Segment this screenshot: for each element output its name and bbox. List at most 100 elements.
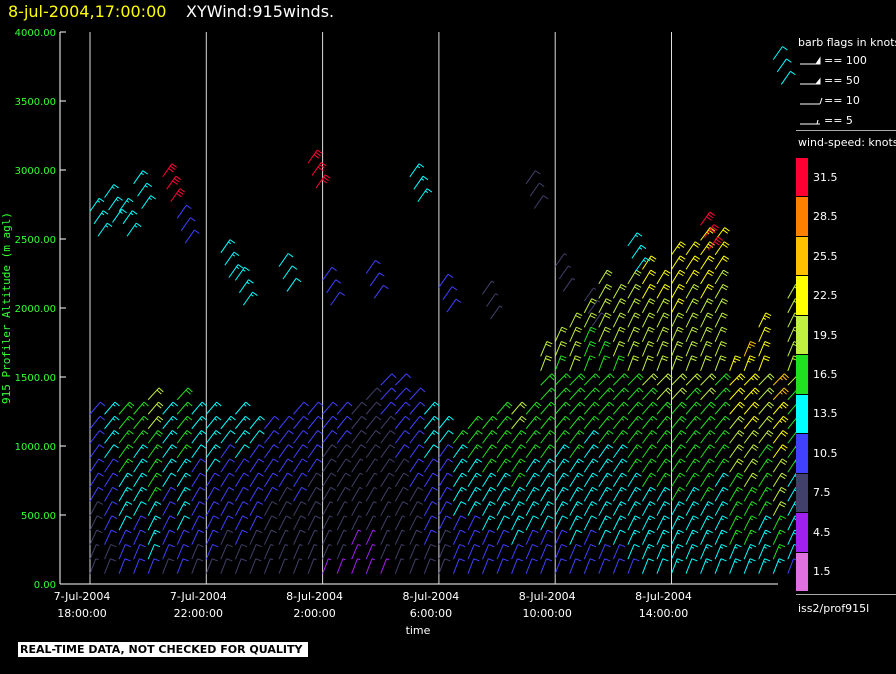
wind-barb: [438, 472, 453, 487]
wind-barb: [772, 46, 788, 60]
wind-barb: [714, 472, 729, 487]
wind-barb: [394, 486, 409, 502]
wind-barb: [700, 326, 713, 343]
wind-barb: [714, 298, 729, 314]
wind-barb: [234, 515, 249, 531]
wind-barb: [467, 486, 482, 502]
colorbar-label: 10.5: [813, 446, 838, 460]
wind-barb: [729, 401, 745, 415]
wind-barb: [612, 430, 629, 444]
wind-barb: [598, 558, 611, 574]
wind-barb: [598, 430, 614, 444]
wind-barb: [685, 326, 699, 343]
wind-barb: [293, 529, 306, 545]
wind-barb: [700, 283, 714, 299]
wind-barb: [126, 222, 142, 237]
wind-barb: [467, 458, 483, 473]
wind-barb: [380, 415, 396, 430]
wind-barb: [671, 341, 684, 357]
wind-barb: [772, 486, 787, 502]
wind-barb: [365, 543, 376, 560]
wind-barb: [656, 458, 672, 473]
wind-barb: [641, 312, 656, 328]
wind-barb: [307, 401, 324, 415]
wind-barb: [413, 175, 429, 190]
wind-barb: [118, 401, 135, 415]
wind-barb: [743, 430, 759, 444]
colorbar-swatch: [796, 473, 808, 513]
wind-barb: [336, 430, 352, 444]
wind-barb: [133, 486, 148, 502]
wind-barb: [714, 515, 728, 531]
wind-barb: [234, 444, 250, 459]
wind-barb: [249, 515, 263, 531]
wind-barb: [162, 501, 176, 516]
wind-barb: [758, 355, 771, 371]
wind-barb: [322, 558, 332, 574]
colorbar-swatch: [796, 394, 808, 434]
colorbar-label: 7.5: [813, 486, 831, 500]
x-tick-time: 6:00:00: [410, 607, 452, 620]
wind-barb: [540, 458, 555, 473]
wind-barb: [671, 241, 686, 256]
y-axis-label: 915 Profiler Altitude (m agl): [0, 212, 13, 404]
wind-barb: [380, 401, 397, 415]
wind-barb: [147, 458, 163, 473]
wind-barb: [583, 430, 599, 444]
wind-barb: [627, 312, 641, 328]
wind-barb: [772, 387, 789, 401]
wind-barb: [569, 373, 586, 386]
wind-barb: [409, 472, 424, 487]
wind-barb: [380, 430, 396, 444]
wind-barb: [369, 272, 385, 287]
colorbar-label: 4.5: [813, 525, 831, 539]
wind-barb: [758, 543, 771, 560]
wind-barb: [569, 529, 583, 545]
wind-barb: [729, 355, 742, 371]
wind-barb: [307, 458, 323, 473]
wind-barb: [351, 472, 363, 487]
wind-barb: [525, 515, 539, 531]
wind-barb: [438, 415, 454, 430]
wind-barb: [482, 444, 497, 459]
wind-barb: [162, 543, 175, 560]
wind-barb: [482, 515, 496, 531]
wind-barb: [583, 472, 599, 487]
wind-barb: [104, 529, 117, 545]
wind-barb: [104, 401, 120, 415]
wind-barb: [220, 444, 236, 459]
wind-barb: [423, 415, 440, 430]
wind-barb: [438, 501, 452, 516]
wind-barb: [191, 543, 204, 560]
wind-barb: [104, 430, 120, 444]
wind-barb: [525, 170, 541, 185]
wind-barb: [482, 529, 495, 545]
wind-barb: [315, 174, 331, 189]
wind-barb: [525, 486, 540, 502]
wind-barb: [525, 458, 541, 473]
wind-barb: [423, 558, 436, 574]
wind-barb: [482, 458, 497, 473]
wind-barb: [511, 401, 527, 415]
wind-barb: [191, 515, 205, 531]
wind-barb: [700, 298, 714, 314]
wind-barb: [162, 415, 178, 430]
wind-barb: [423, 430, 440, 444]
wind-barb: [656, 269, 671, 285]
wind-barb: [409, 458, 424, 473]
wind-barb: [104, 472, 119, 487]
wind-barb: [612, 298, 627, 314]
wind-barb: [234, 401, 251, 415]
speed-colorbar: 31.5 28.5 25.5 22.5 19.5 16.5 13.5 10.5 7.5 4.5 1.…: [796, 158, 896, 592]
wind-barb: [467, 415, 483, 430]
wind-barb: [729, 486, 744, 502]
wind-barb: [685, 401, 702, 415]
wind-barb: [671, 458, 686, 473]
x-tick-time: 2:00:00: [293, 607, 335, 620]
wind-barb: [554, 430, 570, 444]
wind-barb: [394, 515, 406, 531]
wind-barb: [540, 472, 555, 487]
wind-barb: [700, 312, 714, 328]
wind-barb: [787, 529, 796, 545]
wind-barb: [191, 444, 207, 459]
